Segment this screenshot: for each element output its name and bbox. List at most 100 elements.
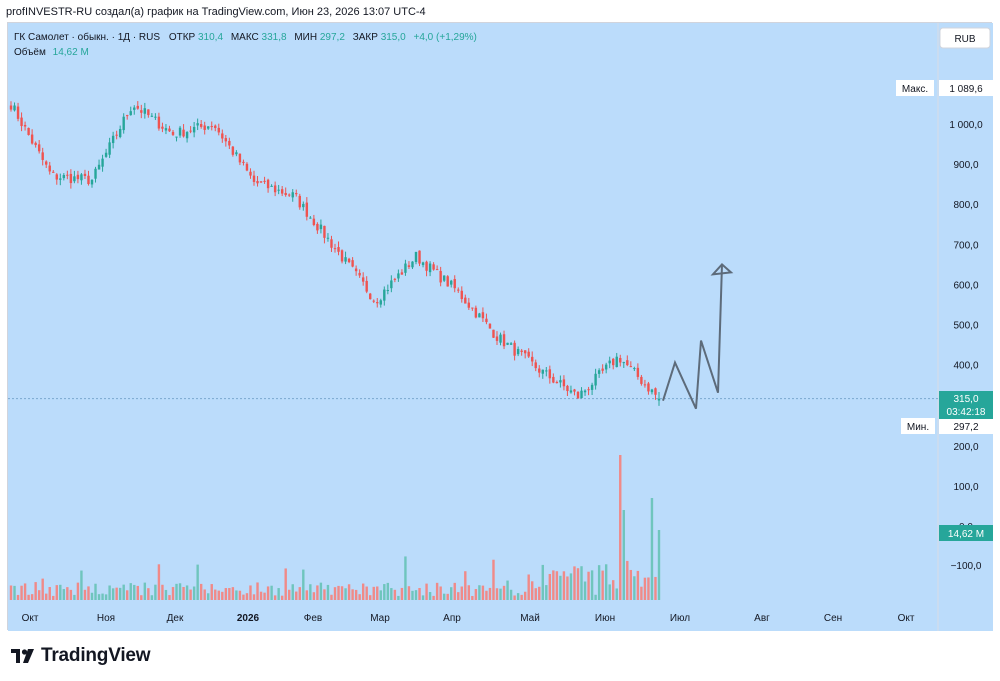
volume-bar — [312, 592, 316, 600]
candle-body — [164, 128, 168, 131]
volume-bar — [432, 595, 435, 600]
time-tick-label[interactable]: Окт — [22, 613, 39, 624]
candle-body — [154, 116, 157, 118]
volume-bar — [9, 585, 13, 600]
volume-bar — [478, 585, 481, 600]
currency-button[interactable]: RUB — [939, 27, 991, 49]
svg-text:Объём 14,62 M: Объём 14,62 M — [14, 46, 89, 58]
candle-body — [252, 175, 256, 182]
time-tick-label[interactable]: Ноя — [97, 613, 115, 624]
candle-body — [203, 125, 206, 130]
volume-bar — [538, 586, 541, 600]
volume-bar — [203, 589, 206, 600]
candle-body — [411, 261, 414, 268]
volume-bar — [295, 591, 298, 600]
volume-bar — [168, 595, 171, 600]
candle-body — [161, 126, 164, 129]
volume-bar — [534, 588, 537, 600]
volume-bar — [485, 590, 488, 600]
price-tick-label: 600,0 — [953, 280, 978, 291]
candle-body — [488, 323, 492, 329]
volume-bar — [604, 564, 608, 600]
volume-bar — [238, 590, 242, 600]
candle-body — [182, 129, 185, 137]
candle-body — [340, 250, 344, 262]
candle-body — [115, 134, 118, 136]
candle-body — [534, 362, 537, 369]
chart-frame[interactable]: ГК Самолет · обыкн. · 1Д · RUS ОТКР 310,… — [7, 22, 993, 631]
candle-body — [150, 115, 154, 117]
candle-body — [263, 180, 266, 182]
candle-body — [414, 251, 418, 263]
candles — [9, 101, 661, 406]
candle-body — [259, 181, 263, 183]
candle-body — [372, 300, 375, 302]
candle-body — [136, 105, 139, 109]
volume-bar — [647, 577, 650, 600]
time-tick-label[interactable]: Фев — [304, 613, 322, 624]
volume-bar — [157, 564, 161, 600]
candle-body — [566, 385, 569, 392]
time-tick-label[interactable]: Май — [520, 613, 540, 624]
volume-bar — [369, 595, 372, 600]
volume-bar — [214, 589, 217, 600]
volume-bar — [263, 592, 266, 600]
time-tick-label[interactable]: Окт — [898, 613, 915, 624]
time-tick-label[interactable]: Мар — [370, 613, 390, 624]
volume-bar — [231, 587, 235, 600]
time-tick-label[interactable]: 2026 — [237, 613, 260, 624]
tradingview-logo[interactable]: TradingView — [11, 645, 151, 667]
volume-bar — [590, 570, 594, 600]
price-chart[interactable]: ГК Самолет · обыкн. · 1Д · RUS ОТКР 310,… — [8, 23, 993, 631]
time-tick-label[interactable]: Июл — [670, 613, 690, 624]
candle-body — [277, 189, 280, 191]
volume-bar — [326, 584, 330, 600]
time-tick-label[interactable]: Сен — [824, 613, 842, 624]
candle-body — [291, 192, 294, 198]
volume-bar — [298, 587, 301, 600]
candle-body — [442, 275, 446, 281]
candle-body — [52, 171, 55, 173]
chart-attribution: profINVESTR-RU создал(а) график на Tradi… — [6, 6, 426, 18]
volume-bar — [185, 585, 189, 600]
candle-body — [626, 360, 629, 366]
candle-body — [590, 384, 594, 390]
candle-body — [245, 163, 249, 171]
volume-bar — [464, 571, 467, 600]
candle-body — [580, 390, 583, 399]
candle-body — [280, 189, 284, 194]
candle-body — [390, 280, 393, 289]
candle-body — [369, 293, 372, 300]
time-axis-ticks[interactable]: Окт Ноя Дек 2026 Фев Мар Апр Май Июн Июл Авг Сен Окт — [22, 613, 915, 624]
volume-bar — [344, 588, 347, 600]
volume-bar — [288, 589, 291, 600]
volume-bar — [608, 584, 611, 600]
candle-body — [573, 389, 576, 392]
legend-high-label: МАКС — [231, 32, 259, 43]
volume-bar — [330, 594, 333, 600]
volume-bar — [351, 589, 354, 600]
candle-body — [118, 128, 122, 138]
volume-bar — [129, 583, 132, 600]
candle-body — [608, 360, 611, 364]
volume-bar — [273, 595, 277, 600]
candle-body — [559, 380, 562, 383]
candle-body — [20, 117, 23, 127]
time-tick-label[interactable]: Дек — [167, 613, 184, 624]
volume-bar — [657, 530, 661, 600]
candle-body — [217, 127, 220, 133]
currency-label[interactable]: RUB — [954, 34, 975, 45]
volume-bar — [619, 455, 622, 600]
volume-bar — [108, 585, 111, 600]
volume-bar — [615, 588, 618, 600]
volume-bar — [45, 593, 48, 600]
legend-symbol: ГК Самолет · обыкн. · 1Д · RUS — [14, 31, 160, 43]
time-tick-label[interactable]: Июн — [595, 613, 615, 624]
candle-body — [513, 342, 516, 356]
time-tick-label[interactable]: Апр — [443, 613, 461, 624]
volume-bar — [347, 584, 351, 600]
volume-bar — [23, 583, 27, 600]
candle-body — [344, 257, 347, 262]
candle-body — [502, 334, 506, 347]
time-tick-label[interactable]: Авг — [754, 613, 770, 624]
